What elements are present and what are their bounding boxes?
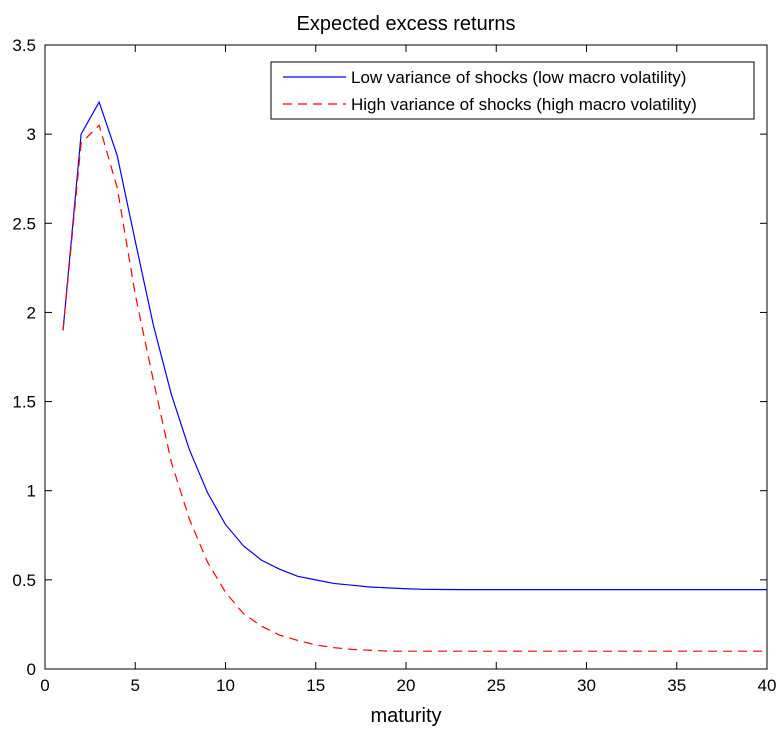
x-tick-label: 5 xyxy=(131,676,140,695)
chart-title: Expected excess returns xyxy=(297,13,516,35)
y-tick-label: 3.5 xyxy=(12,36,36,55)
axes-box xyxy=(44,44,768,670)
x-tick-label: 15 xyxy=(306,676,325,695)
y-tick-label: 2 xyxy=(27,303,36,322)
y-tick-label: 2.5 xyxy=(12,214,36,233)
x-tick-label: 40 xyxy=(758,676,777,695)
x-tick-label: 25 xyxy=(487,676,506,695)
y-tick-label: 1 xyxy=(27,482,36,501)
y-axis: 0 0.5 1 1.5 2 2.5 3 3.5 xyxy=(12,36,767,679)
legend: Low variance of shocks (low macro volati… xyxy=(270,61,755,120)
series-line-1 xyxy=(62,100,767,591)
legend-box xyxy=(270,61,755,120)
x-tick-label: 30 xyxy=(577,676,596,695)
x-tick-label: 35 xyxy=(667,676,686,695)
y-tick-label: 0.5 xyxy=(12,571,36,590)
plot-area xyxy=(44,44,768,670)
series-line-2 xyxy=(62,124,767,652)
y-tick-label: 1.5 xyxy=(12,393,36,412)
x-tick-label: 0 xyxy=(40,676,49,695)
x-tick-label: 10 xyxy=(216,676,235,695)
x-axis: 0 5 10 15 20 25 30 35 40 xyxy=(40,45,776,695)
legend-label-1: Low variance of shocks (low macro volati… xyxy=(351,68,686,87)
y-tick-label: 3 xyxy=(27,125,36,144)
legend-label-2: High variance of shocks (high macro vola… xyxy=(351,95,697,114)
x-tick-label: 20 xyxy=(397,676,416,695)
x-axis-label: maturity xyxy=(370,705,441,727)
y-tick-label: 0 xyxy=(27,660,36,679)
